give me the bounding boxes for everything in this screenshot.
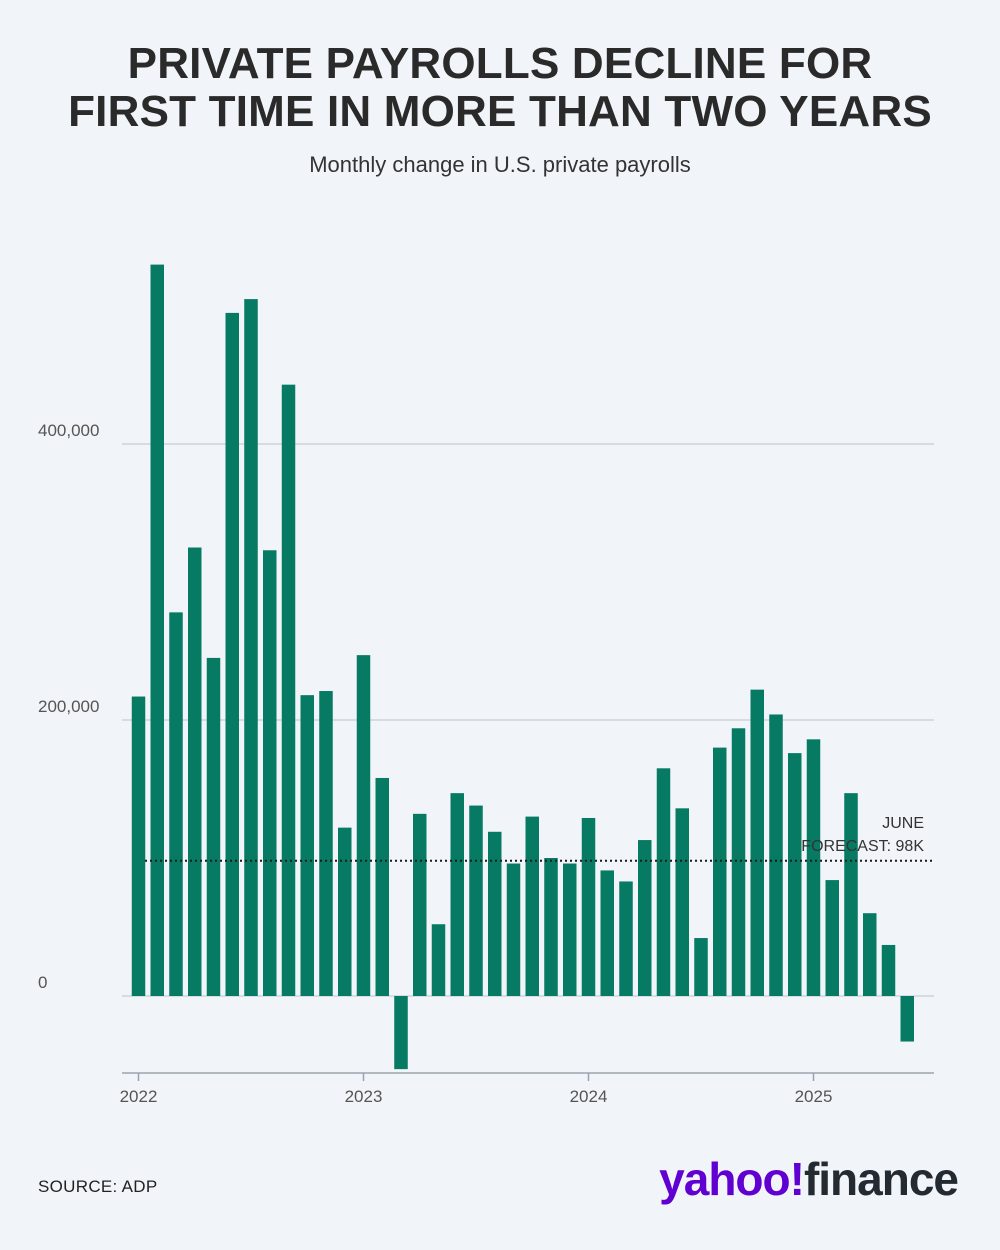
axes: 0 200,000 400,000 2022 2023 2024 2025 (38, 421, 934, 1106)
bar-2025-04 (863, 913, 877, 996)
x-tick-label: 2025 (795, 1087, 833, 1106)
bar-2023-01 (356, 655, 371, 996)
chart-title: PRIVATE PAYROLLS DECLINE FOR FIRST TIME … (0, 40, 1000, 136)
bar-2023-05 (431, 924, 446, 996)
forecast-label-line-2: FORECAST: 98K (801, 838, 924, 855)
y-tick-label: 400,000 (38, 421, 99, 440)
y-tick-label: 0 (38, 973, 47, 992)
bar-2024-05 (656, 768, 671, 996)
bar-2022-04 (188, 547, 202, 996)
bar-2022-03 (169, 612, 183, 996)
title-line-1: PRIVATE PAYROLLS DECLINE FOR (127, 39, 873, 88)
bar-2023-04 (413, 813, 427, 996)
yahoo-finance-logo: yahoo! finance (659, 1152, 959, 1206)
bar-2022-02 (150, 264, 164, 997)
bar-2022-01 (131, 696, 146, 996)
bar-2023-06 (450, 793, 464, 996)
x-tick-label: 2023 (345, 1087, 383, 1106)
x-tick-label: 2024 (570, 1087, 608, 1106)
bar-2024-08 (713, 747, 727, 996)
bar-2024-02 (600, 870, 614, 996)
bar-2022-11 (319, 691, 333, 996)
bar-2025-01 (806, 739, 821, 996)
bar-2025-06 (900, 996, 914, 1042)
bar-2023-11 (544, 858, 558, 996)
bar-2023-10 (525, 816, 539, 996)
bar-2023-12 (563, 863, 577, 996)
bar-2022-05 (206, 657, 221, 996)
bar-2025-02 (825, 880, 839, 996)
bar-2024-06 (675, 808, 689, 996)
bar-2023-02 (375, 777, 389, 996)
bar-2024-07 (694, 938, 708, 996)
bar-2022-08 (263, 550, 277, 996)
bar-2024-03 (619, 881, 633, 996)
bar-2023-08 (488, 831, 502, 996)
bar-2025-05 (881, 944, 896, 996)
bar-2023-09 (506, 863, 521, 996)
bar-2024-01 (581, 817, 596, 996)
y-tick-label: 200,000 (38, 697, 99, 716)
logo-finance: finance (803, 1153, 959, 1205)
bar-2022-10 (300, 695, 314, 996)
bars (131, 264, 914, 1070)
source-note: SOURCE: ADP (38, 1177, 158, 1196)
bar-2023-03 (394, 996, 408, 1070)
bar-2022-09 (281, 384, 296, 996)
bar-2022-07 (244, 299, 258, 997)
bar-2024-11 (769, 714, 783, 996)
chart-subtitle: Monthly change in U.S. private payrolls (309, 152, 691, 177)
title-line-2: FIRST TIME IN MORE THAN TWO YEARS (68, 87, 932, 136)
bar-2024-10 (750, 689, 764, 996)
bar-2022-06 (225, 312, 239, 996)
bar-2023-07 (469, 805, 483, 996)
forecast-label-line-1: JUNE (882, 815, 924, 832)
bar-2022-12 (338, 827, 352, 996)
bar-2024-09 (731, 728, 746, 996)
bar-2025-03 (844, 793, 858, 996)
logo-yahoo: yahoo! (659, 1153, 805, 1205)
x-tick-label: 2022 (120, 1087, 158, 1106)
forecast-reference: JUNE FORECAST: 98K (145, 815, 934, 862)
bar-2024-12 (788, 753, 802, 996)
bar-2024-04 (638, 840, 652, 996)
